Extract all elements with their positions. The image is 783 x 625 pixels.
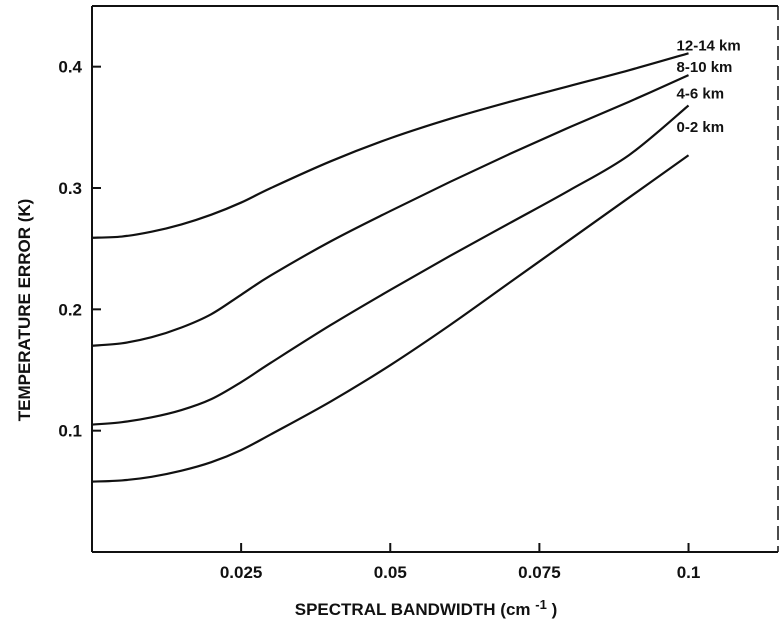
x-axis-title: SPECTRAL BANDWIDTH (cm -1 ): [295, 594, 558, 619]
y-tick-label: 0.2: [58, 300, 82, 319]
x-tick-label: 0.05: [374, 563, 407, 582]
y-axis-title: TEMPERATURE ERROR (K): [15, 199, 34, 422]
x-axis-title-suffix: ): [552, 600, 558, 619]
x-axis-title-superscript: -1: [535, 597, 547, 612]
series-labels: 12-14 km 8-10 km 4-6 km 0-2 km: [677, 37, 741, 136]
x-axis-title-main: SPECTRAL BANDWIDTH (cm: [295, 600, 531, 619]
series-line-0-2-km: [91, 154, 690, 483]
y-tick-label: 0.4: [58, 58, 82, 77]
series-lines: [91, 52, 690, 483]
y-tick-label: 0.1: [58, 422, 82, 441]
series-label-8-10-km: 8-10 km: [677, 59, 733, 76]
series-label-0-2-km: 0-2 km: [677, 119, 725, 136]
plot-axes: 0.1 0.2 0.3 0.4 0.025 0.05 0.075 0.1: [58, 5, 779, 582]
x-tick-label: 0.1: [677, 563, 701, 582]
series-line-4-6-km: [91, 104, 690, 426]
series-label-12-14-km: 12-14 km: [677, 37, 741, 54]
series-line-8-10-km: [91, 74, 689, 347]
series-label-4-6-km: 4-6 km: [677, 85, 725, 102]
y-tick-label: 0.3: [58, 179, 82, 198]
x-tick-label: 0.025: [220, 563, 263, 582]
x-tick-label: 0.075: [518, 563, 561, 582]
series-line-12-14-km: [91, 52, 689, 239]
